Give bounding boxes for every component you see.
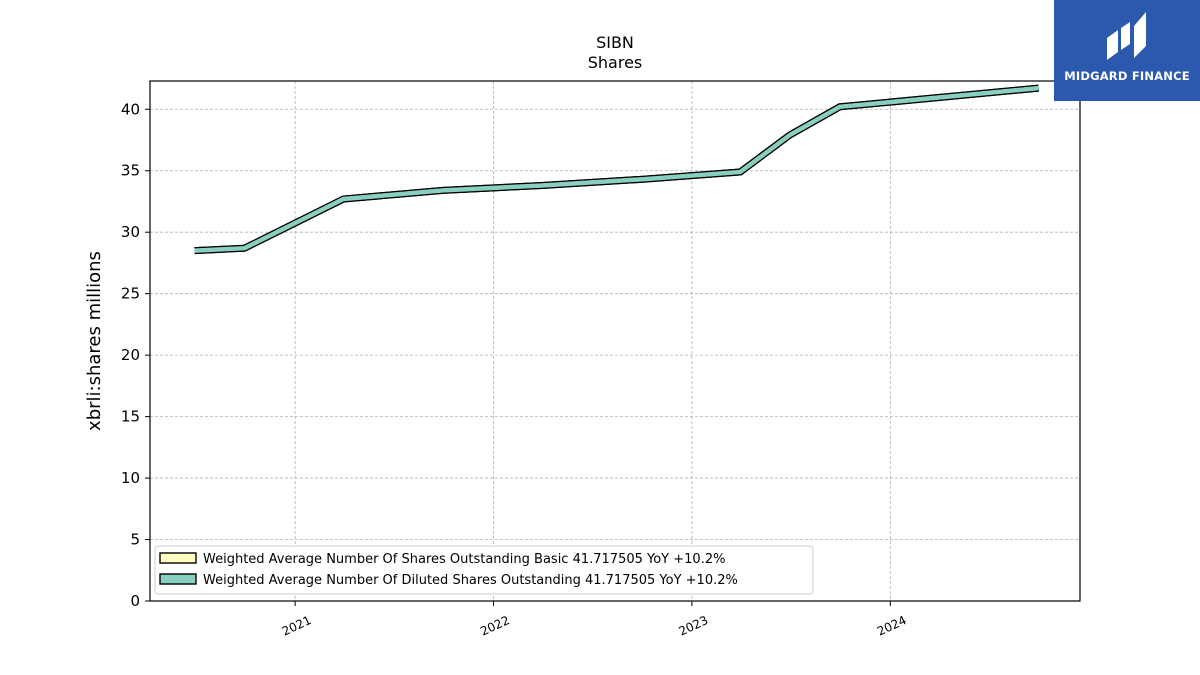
y-tick-label: 10 (121, 469, 140, 487)
series-1-line (194, 85, 1039, 253)
y-axis-label: xbrli:shares millions (84, 251, 105, 431)
series-layer (194, 84, 1040, 255)
grid-lines (150, 81, 1080, 601)
brand-logo: MIDGARD FINANCE (1054, 0, 1200, 101)
legend-swatch (159, 552, 197, 564)
series-2-outline (194, 84, 1040, 255)
x-tick-label: 2024 (875, 613, 909, 639)
brand-logo-text: MIDGARD FINANCE (1064, 69, 1190, 83)
plot-frame (149, 80, 1081, 602)
legend: Weighted Average Number Of Shares Outsta… (154, 545, 814, 595)
y-tick-label: 35 (121, 162, 140, 180)
x-tick-label: 2023 (677, 613, 711, 639)
y-tick-label: 15 (121, 408, 140, 426)
chart-subtitle: Shares (588, 53, 643, 72)
legend-label: Weighted Average Number Of Shares Outsta… (203, 552, 725, 567)
y-tick-label: 25 (121, 285, 140, 303)
legend-swatch (159, 573, 197, 585)
y-tick-label: 5 (130, 531, 140, 549)
chart-title: SIBN (596, 33, 634, 52)
y-tick-label: 40 (121, 100, 140, 118)
x-tick-label: 2022 (478, 613, 512, 639)
x-tick-label: 2021 (280, 613, 314, 639)
series-1-outline (194, 84, 1040, 255)
brand-mark-icon (1107, 12, 1146, 60)
legend-box (154, 545, 814, 595)
y-tick-label: 20 (121, 346, 140, 364)
y-tick-label: 30 (121, 223, 140, 241)
series-2-line (194, 85, 1039, 253)
y-tick-label: 0 (130, 592, 140, 610)
legend-label: Weighted Average Number Of Diluted Share… (203, 573, 738, 588)
